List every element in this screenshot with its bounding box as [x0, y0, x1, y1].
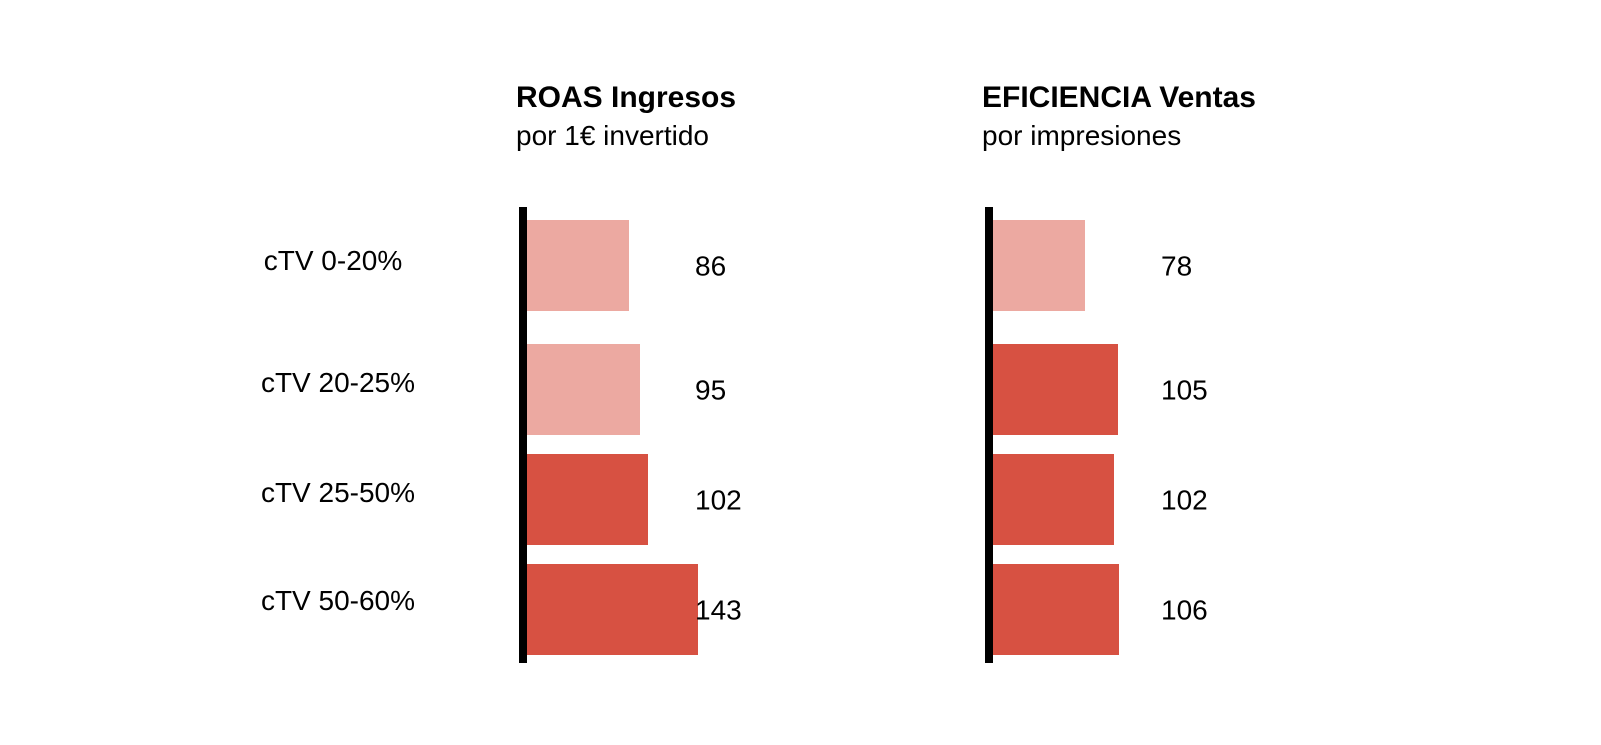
value-label: 78	[1161, 251, 1192, 282]
value-labels: 86 95 102 143	[695, 251, 742, 626]
axis-line	[985, 207, 993, 663]
value-label: 143	[695, 595, 742, 626]
value-label: 106	[1161, 595, 1208, 626]
bar-group	[525, 220, 698, 655]
value-label: 86	[695, 251, 726, 282]
bar	[991, 344, 1118, 435]
bar	[525, 564, 698, 655]
bar	[525, 454, 648, 545]
value-labels: 78 105 102 106	[1161, 251, 1208, 626]
value-label: 105	[1161, 375, 1208, 406]
category-label: cTV 20-25%	[261, 367, 415, 398]
bar	[991, 454, 1114, 545]
value-label: 95	[695, 375, 726, 406]
axis-line	[519, 207, 527, 663]
panel-subtitle: por impresiones	[982, 120, 1181, 151]
category-label: cTV 0-20%	[264, 245, 403, 276]
value-label: 102	[1161, 485, 1208, 516]
panel-title: ROAS Ingresos	[516, 81, 736, 114]
category-label: cTV 50-60%	[261, 585, 415, 616]
panel-subtitle: por 1€ invertido	[516, 120, 709, 151]
panel-roas: ROAS Ingresos por 1€ invertido 86 95 102 14…	[516, 81, 742, 663]
bar-group	[991, 220, 1119, 655]
bar	[525, 220, 629, 311]
category-label: cTV 25-50%	[261, 477, 415, 508]
panel-eficiencia: EFICIENCIA Ventas por impresiones 78 105 1…	[982, 81, 1256, 663]
bar	[525, 344, 640, 435]
panel-title: EFICIENCIA Ventas	[982, 81, 1256, 114]
bar	[991, 564, 1119, 655]
bar	[991, 220, 1085, 311]
category-labels: cTV 0-20% cTV 20-25% cTV 25-50% cTV 50-6…	[261, 245, 415, 616]
value-label: 102	[695, 485, 742, 516]
